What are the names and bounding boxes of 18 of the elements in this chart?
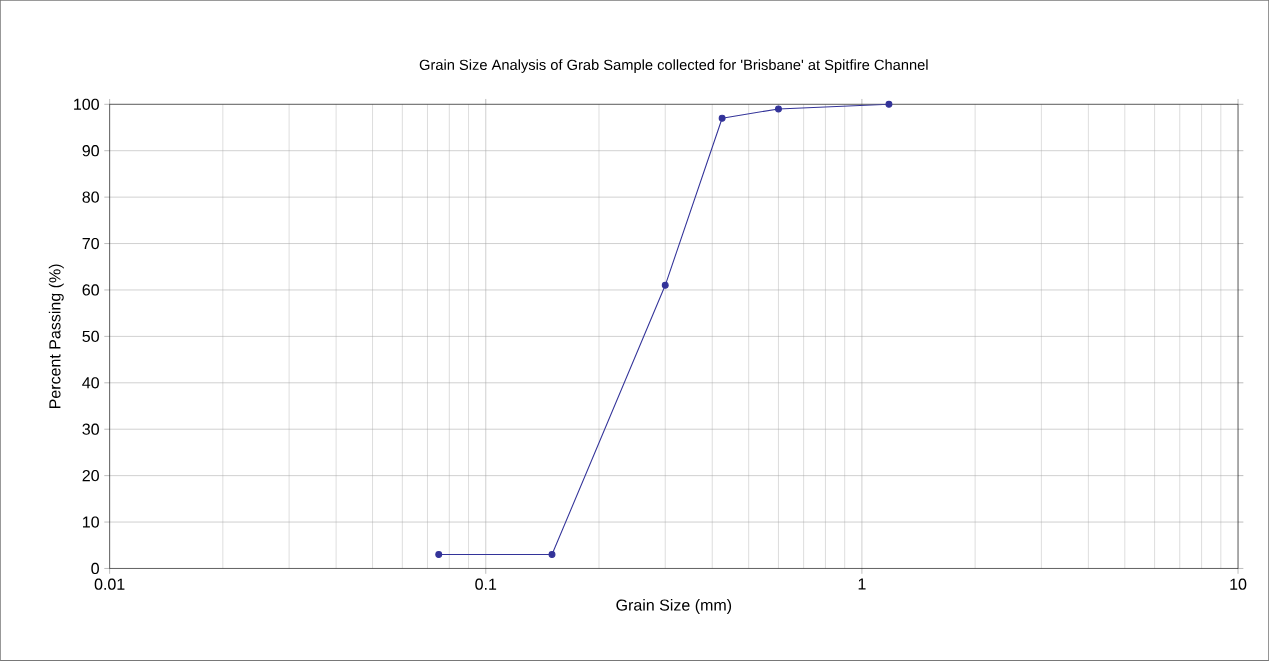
y-tick-label: 20: [82, 470, 99, 482]
y-tick-label: 10: [83, 516, 99, 528]
y-tick-label: 100: [74, 98, 99, 111]
y-tick-label: 60: [82, 284, 99, 296]
y-tick-label: 90: [82, 145, 99, 157]
x-axis-title: Grain Size (mm): [616, 599, 732, 615]
y-tick-label: 40: [82, 377, 99, 389]
y-axis-title: Percent Passing (%): [48, 264, 64, 409]
x-tick-label: 0.01: [94, 578, 125, 590]
x-tick-label: 10: [1230, 578, 1247, 590]
x-tick-label: 1: [858, 578, 866, 590]
y-tick-label: 50: [82, 330, 99, 343]
y-tick-label: 30: [82, 423, 99, 435]
x-tick-label: 0.1: [475, 578, 497, 590]
y-tick-label: 70: [82, 238, 99, 250]
chart-title: Grain Size Analysis of Grab Sample collected for 'Brisbane' at Spitfire Channel: [419, 59, 928, 74]
y-tick-label: 80: [82, 191, 99, 203]
y-tick-label: 0: [91, 562, 99, 575]
